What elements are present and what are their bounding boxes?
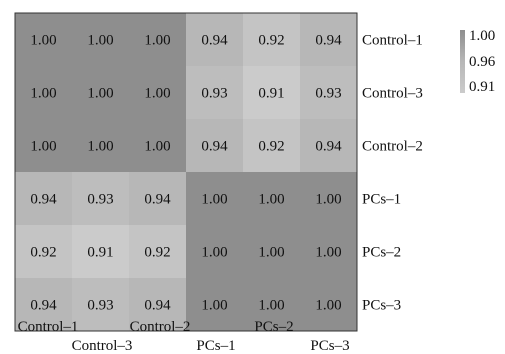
cell-value-label: 1.00 bbox=[201, 192, 227, 208]
heatmap-cell bbox=[15, 225, 72, 278]
legend-tick-label: 1.00 bbox=[469, 28, 495, 44]
heatmap-cell bbox=[186, 225, 243, 278]
cell-value-label: 0.94 bbox=[144, 192, 171, 208]
column-label: Control–1 bbox=[18, 319, 79, 335]
cell-value-label: 0.94 bbox=[30, 298, 57, 314]
plot-frame bbox=[14, 12, 358, 332]
cell-value-label: 1.00 bbox=[87, 33, 113, 49]
cell-value-label: 0.91 bbox=[87, 245, 113, 261]
cell-value-label: 1.00 bbox=[30, 33, 56, 49]
column-label: Control–2 bbox=[130, 319, 191, 335]
cell-value-label: 1.00 bbox=[258, 298, 284, 314]
row-label: PCs–2 bbox=[362, 245, 401, 261]
heatmap-cell bbox=[129, 66, 186, 119]
heatmap-cell bbox=[72, 66, 129, 119]
heatmap-cell bbox=[300, 172, 357, 225]
heatmap-cell bbox=[15, 13, 72, 66]
heatmap-cell bbox=[15, 66, 72, 119]
cell-value-label: 1.00 bbox=[144, 86, 170, 102]
cell-value-label: 0.93 bbox=[87, 192, 113, 208]
heatmap-cell bbox=[72, 13, 129, 66]
cell-value-label: 1.00 bbox=[258, 245, 284, 261]
heatmap-cell bbox=[243, 119, 300, 172]
cell-value-label: 1.00 bbox=[87, 86, 113, 102]
heatmap-cell bbox=[72, 172, 129, 225]
cell-value-label: 1.00 bbox=[315, 298, 341, 314]
heatmap-cell bbox=[186, 172, 243, 225]
heatmap-cell bbox=[243, 172, 300, 225]
heatmap-cell bbox=[15, 119, 72, 172]
cell-value-label: 1.00 bbox=[201, 245, 227, 261]
column-label: PCs–3 bbox=[310, 338, 349, 354]
cell-value-label: 0.92 bbox=[258, 139, 284, 155]
heatmap-cell bbox=[186, 278, 243, 331]
heatmap-cell bbox=[300, 278, 357, 331]
color-legend: 1.00 0.96 0.91 bbox=[460, 28, 496, 95]
cell-value-label: 1.00 bbox=[144, 33, 170, 49]
heatmap-cell bbox=[129, 172, 186, 225]
cell-value-label: 0.94 bbox=[315, 139, 342, 155]
row-label: Control–1 bbox=[362, 33, 423, 49]
cell-value-label: 1.00 bbox=[258, 192, 284, 208]
cell-value-label: 0.93 bbox=[201, 86, 227, 102]
cell-value-label: 1.00 bbox=[315, 245, 341, 261]
heatmap-cell bbox=[72, 225, 129, 278]
legend-tick-label: 0.91 bbox=[469, 79, 495, 95]
cell-value-label: 0.94 bbox=[30, 192, 57, 208]
row-labels: Control–1 Control–3 Control–2 PCs–1 PCs–2 PCs… bbox=[362, 33, 423, 314]
cell-value-label: 1.00 bbox=[315, 192, 341, 208]
cell-value-label: 0.94 bbox=[201, 33, 228, 49]
heatmap-cell bbox=[15, 278, 72, 331]
heatmap-cell bbox=[186, 119, 243, 172]
cell-value-label: 0.94 bbox=[201, 139, 228, 155]
heatmap-cell bbox=[300, 225, 357, 278]
heatmap-cell bbox=[129, 225, 186, 278]
column-labels: Control–1 Control–2 PCs–2 Control–3 PCs–1 PCs… bbox=[18, 319, 350, 354]
cell-value-label: 1.00 bbox=[144, 139, 170, 155]
heatmap-cell bbox=[129, 119, 186, 172]
cell-value-label: 1.00 bbox=[30, 86, 56, 102]
heatmap-cell bbox=[129, 13, 186, 66]
heatmap-cell bbox=[243, 66, 300, 119]
cell-value-label: 0.91 bbox=[258, 86, 284, 102]
column-label: Control–3 bbox=[72, 338, 133, 354]
cell-value-label: 0.94 bbox=[144, 298, 171, 314]
column-label: PCs–1 bbox=[196, 338, 235, 354]
column-label: PCs–2 bbox=[254, 319, 293, 335]
row-label: Control–3 bbox=[362, 86, 423, 102]
legend-color-bar bbox=[460, 30, 465, 93]
cell-value-label: 0.92 bbox=[258, 33, 284, 49]
cell-value-label: 1.00 bbox=[87, 139, 113, 155]
row-label: PCs–3 bbox=[362, 298, 401, 314]
legend-tick-label: 0.96 bbox=[469, 54, 496, 70]
heatmap-cell bbox=[300, 66, 357, 119]
heatmap-cell bbox=[243, 13, 300, 66]
heatmap-cell bbox=[300, 119, 357, 172]
heatmap-cell bbox=[300, 13, 357, 66]
heatmap-cell bbox=[186, 66, 243, 119]
row-label: Control–2 bbox=[362, 139, 423, 155]
cell-value-label: 1.00 bbox=[201, 298, 227, 314]
row-label: PCs–1 bbox=[362, 192, 401, 208]
heatmap-cell bbox=[243, 278, 300, 331]
cell-value-label: 0.92 bbox=[30, 245, 56, 261]
heatmap-cell bbox=[72, 119, 129, 172]
cells-layer: 1.00 1.00 1.00 0.94 0.92 0.94 1.00 1.00 1.00 0.93… bbox=[15, 13, 357, 331]
cell-value-label: 0.92 bbox=[144, 245, 170, 261]
heatmap-cell bbox=[186, 13, 243, 66]
heatmap-cell bbox=[129, 278, 186, 331]
cell-value-label: 0.94 bbox=[315, 33, 342, 49]
cell-value-label: 0.93 bbox=[315, 86, 341, 102]
cell-value-label: 0.93 bbox=[87, 298, 113, 314]
heatmap-cell bbox=[15, 172, 72, 225]
heatmap-cell bbox=[243, 225, 300, 278]
cell-value-label: 1.00 bbox=[30, 139, 56, 155]
heatmap-cell bbox=[72, 278, 129, 331]
